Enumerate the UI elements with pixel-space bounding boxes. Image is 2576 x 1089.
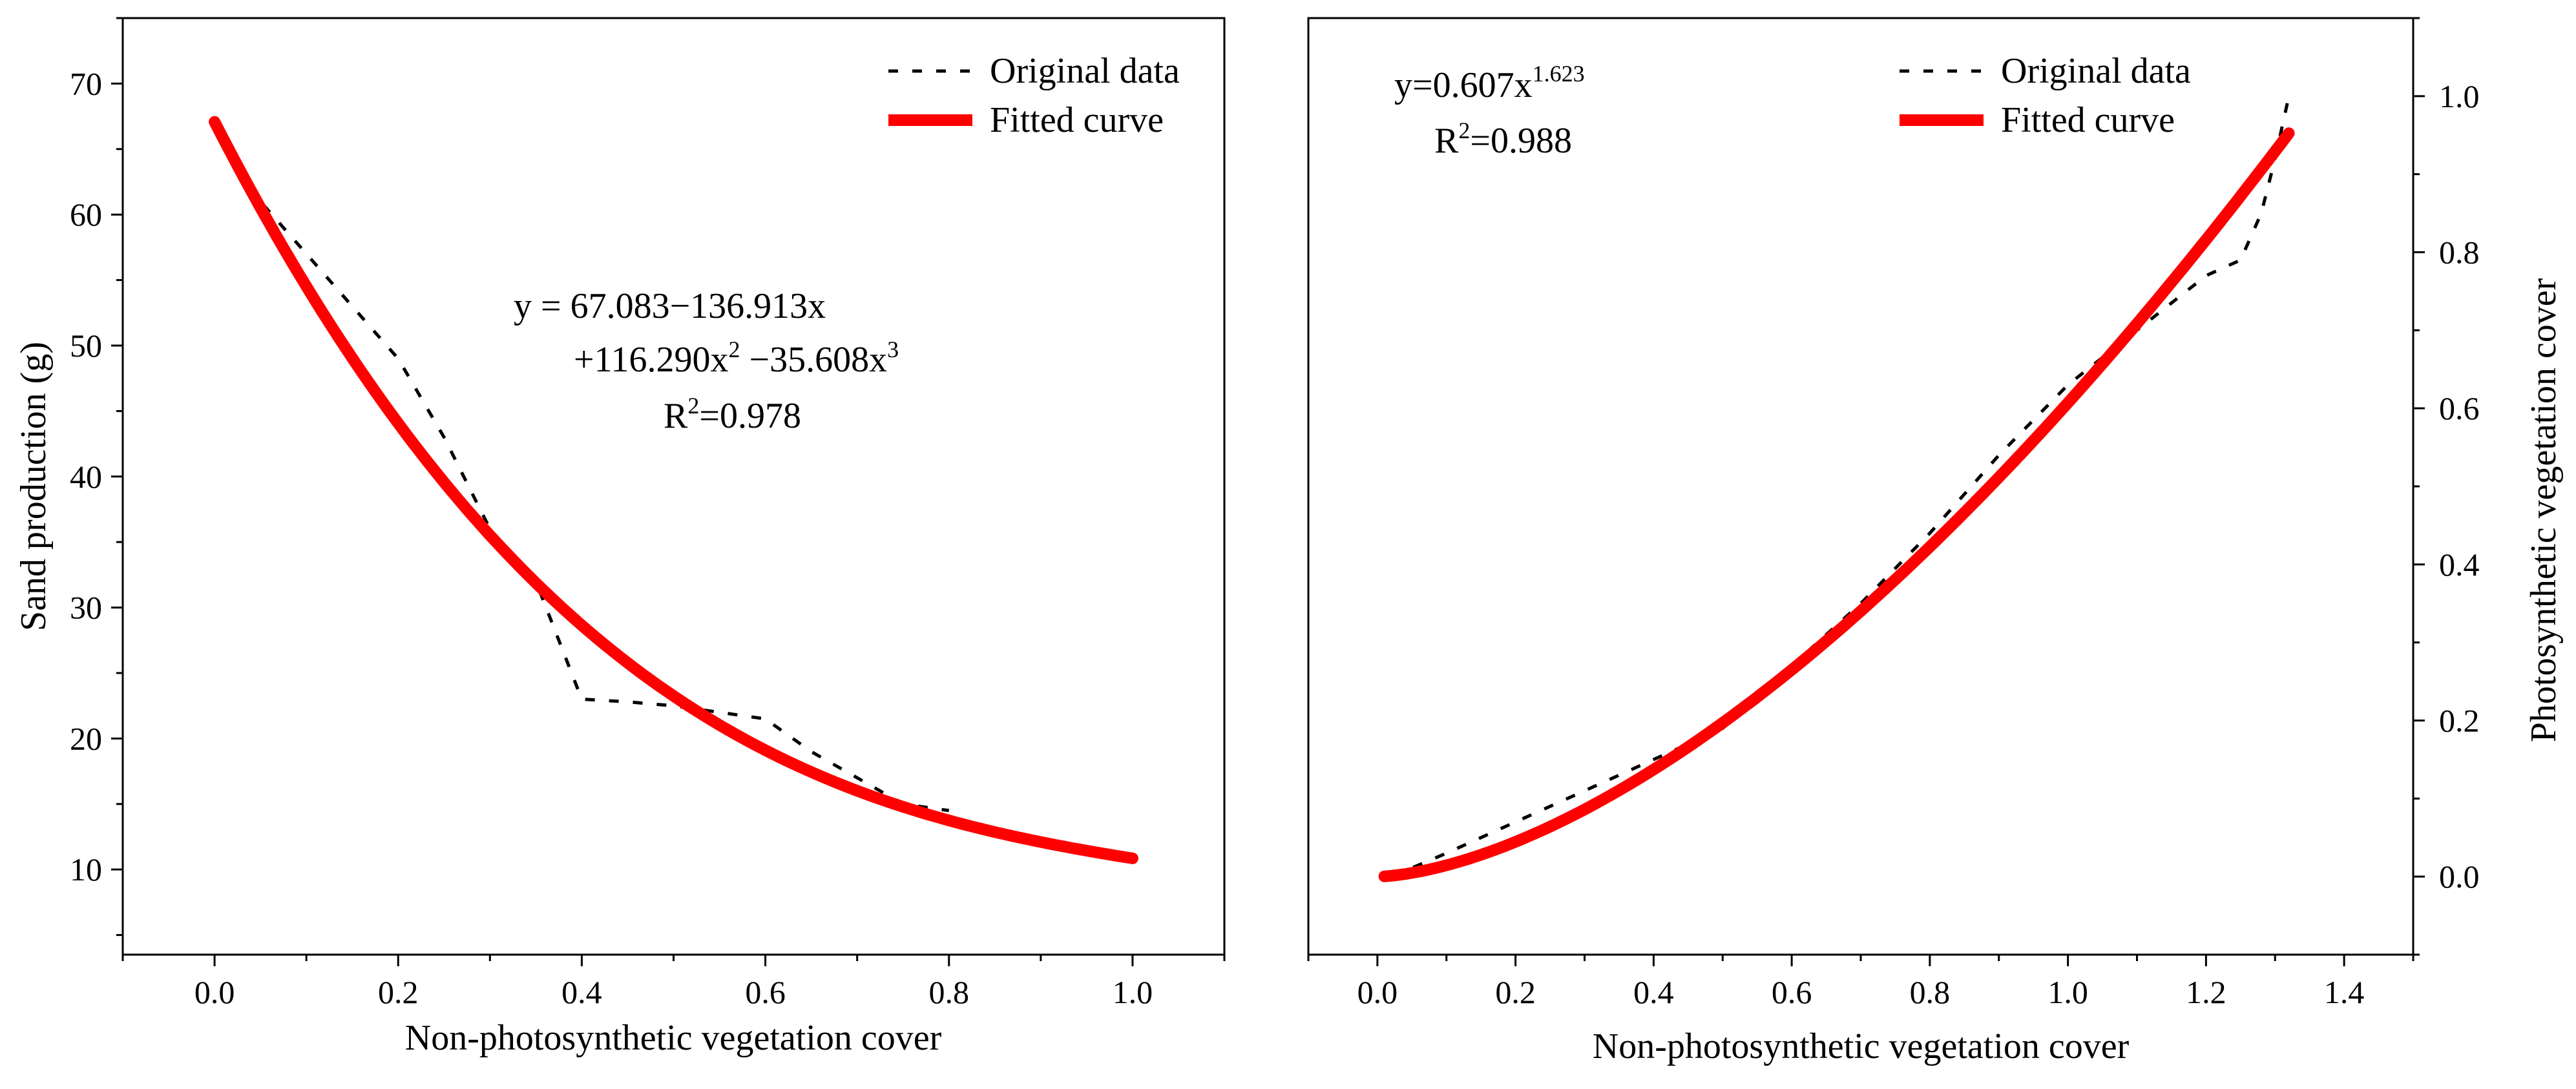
left-y-axis-title: Sand production (g) bbox=[14, 342, 54, 631]
left-x-tick-label: 0.0 bbox=[194, 974, 235, 1010]
right-x-tick-label: 1.2 bbox=[2186, 974, 2226, 1010]
legend-label-fitted-right: Fitted curve bbox=[2001, 100, 2175, 140]
left-y-tick-label: 50 bbox=[70, 327, 102, 364]
left-x-tick-label: 0.4 bbox=[561, 974, 602, 1010]
equation-r-squared-right: R2=0.988 bbox=[1434, 118, 1572, 161]
equation-line-2: +116.290x2 −35.608x3 bbox=[574, 337, 899, 380]
right-legend: Original data Fitted curve bbox=[1900, 51, 2191, 140]
right-x-tick-label: 0.8 bbox=[1910, 974, 1951, 1010]
left-ticks: 0.0 0.2 0.4 0.6 0.8 1.0 10 20 30 40 50 60 70 bbox=[70, 17, 1226, 1010]
left-fitted-curve bbox=[209, 116, 1138, 864]
left-equation: y = 67.083−136.913x +116.290x2 −35.608x3… bbox=[514, 286, 899, 436]
left-y-tick-label: 10 bbox=[70, 851, 102, 887]
legend-label-original-left: Original data bbox=[990, 51, 1180, 91]
right-y-tick-label: 0.8 bbox=[2439, 234, 2480, 271]
right-x-tick-label: 1.4 bbox=[2324, 974, 2365, 1010]
right-y-tick-label: 1.0 bbox=[2439, 78, 2480, 114]
left-x-tick-label: 0.2 bbox=[378, 974, 419, 1010]
right-x-tick-label: 0.0 bbox=[1357, 974, 1398, 1010]
left-x-axis-title: Non-photosynthetic vegetation cover bbox=[405, 1018, 942, 1058]
left-y-tick-label: 70 bbox=[70, 65, 102, 101]
equation-r-squared-left: R2=0.978 bbox=[664, 393, 801, 436]
legend-label-original-right: Original data bbox=[2001, 51, 2191, 91]
right-y-axis-title: Photosynthetic vegetation cover bbox=[2524, 278, 2564, 742]
right-equation: y=0.607x1.623 R2=0.988 bbox=[1394, 61, 1585, 161]
left-x-tick-label: 0.8 bbox=[929, 974, 970, 1010]
right-y-tick-label: 0.4 bbox=[2439, 546, 2480, 583]
right-ticks: 0.0 0.2 0.4 0.6 0.8 1.0 1.2 1.4 0.0 0.2 0.4 0.6 0.8 1… bbox=[1307, 17, 2480, 1010]
legend-label-fitted-left: Fitted curve bbox=[990, 100, 1164, 140]
left-plot-area bbox=[209, 116, 1138, 864]
left-legend: Original data Fitted curve bbox=[888, 51, 1180, 140]
equation-power-law: y=0.607x1.623 bbox=[1394, 61, 1585, 105]
left-original-data-line bbox=[213, 121, 950, 813]
right-plot-area bbox=[1378, 96, 2295, 882]
equation-line-1: y = 67.083−136.913x bbox=[514, 286, 826, 326]
right-x-tick-label: 0.6 bbox=[1772, 974, 1812, 1010]
right-original-data-line bbox=[1390, 96, 2291, 878]
left-y-tick-label: 30 bbox=[70, 590, 102, 626]
sand-production-chart: 0.0 0.2 0.4 0.6 0.8 1.0 10 20 30 40 50 60 70 Non-pho… bbox=[14, 17, 1226, 1058]
right-y-tick-label: 0.0 bbox=[2439, 858, 2480, 895]
left-x-tick-label: 1.0 bbox=[1113, 974, 1153, 1010]
left-y-tick-label: 20 bbox=[70, 720, 102, 756]
vegetation-cover-chart: 0.0 0.2 0.4 0.6 0.8 1.0 1.2 1.4 0.0 0.2 0.4 0.6 0.8 1… bbox=[1307, 17, 2564, 1066]
left-x-tick-label: 0.6 bbox=[745, 974, 786, 1010]
plot-frame-left bbox=[121, 17, 1226, 956]
left-y-tick-label: 40 bbox=[70, 459, 102, 495]
right-x-tick-label: 0.4 bbox=[1633, 974, 1674, 1010]
right-y-tick-label: 0.6 bbox=[2439, 390, 2480, 426]
right-fitted-curve bbox=[1378, 127, 2295, 882]
right-x-tick-label: 1.0 bbox=[2047, 974, 2088, 1010]
right-y-tick-label: 0.2 bbox=[2439, 703, 2480, 739]
left-y-tick-label: 60 bbox=[70, 196, 102, 233]
right-x-tick-label: 0.2 bbox=[1495, 974, 1536, 1010]
right-x-axis-title: Non-photosynthetic vegetation cover bbox=[1593, 1026, 2130, 1066]
